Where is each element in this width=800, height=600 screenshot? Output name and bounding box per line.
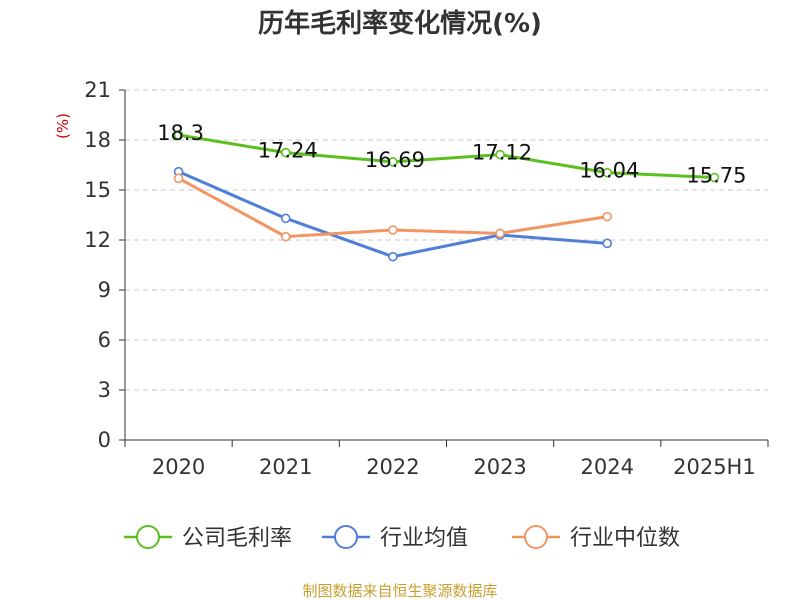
y-tick-label-0: 0 [98, 428, 111, 452]
y-tick-label-12: 12 [84, 228, 111, 252]
legend-marker-0 [136, 525, 160, 549]
legend-marker-1 [334, 525, 358, 549]
legend-label-2: 行业中位数 [570, 526, 680, 551]
series-1-point-2022[interactable] [388, 251, 398, 262]
series-line-0 [178, 133, 715, 179]
legend-item-1[interactable]: 行业均值 [322, 525, 468, 551]
legend-item-2[interactable]: 行业中位数 [512, 525, 680, 551]
series-0-point-2025H1[interactable] [709, 172, 720, 183]
series-1-point-2024[interactable] [602, 238, 613, 249]
source-note: 制图数据来自恒生聚源数据库 [302, 582, 497, 600]
series-2-point-2022[interactable] [388, 225, 398, 235]
series-0-point-2022[interactable] [388, 157, 398, 167]
data-label-2024: 16.04 [579, 159, 639, 183]
series-2-point-2020[interactable] [173, 173, 184, 184]
data-labels: 18.3 17.24 16.69 17.12 16.04 15.75 [157, 121, 746, 188]
series-layer [173, 130, 720, 262]
y-tick-label-9: 9 [98, 278, 111, 302]
grid-lines [125, 89, 768, 391]
chart-title: 历年毛利率变化情况(%) [258, 8, 542, 39]
legend-item-0[interactable]: 公司毛利率 [124, 525, 292, 551]
series-2-point-2023[interactable] [495, 228, 505, 239]
data-label-2020: 18.3 [157, 121, 204, 145]
x-tick-label-2020: 2020 [152, 455, 205, 479]
y-tick-label-18: 18 [84, 128, 111, 152]
data-label-2022: 16.69 [365, 148, 425, 172]
series-0-point-2021[interactable] [280, 147, 291, 158]
y-axis-unit: (%) [54, 113, 72, 139]
legend-marker-2 [524, 525, 548, 549]
x-tick-label-2022: 2022 [366, 455, 419, 479]
y-tick-label-6: 6 [98, 328, 111, 352]
legend-label-0: 公司毛利率 [182, 526, 292, 551]
legend-label-1: 行业均值 [380, 526, 468, 551]
series-0-point-2020[interactable] [173, 130, 184, 140]
x-tick-label-2024: 2024 [581, 455, 634, 479]
series-0-point-2023[interactable] [495, 149, 505, 160]
x-tick-label-2021: 2021 [259, 455, 312, 479]
x-tick-label-2023: 2023 [473, 455, 526, 479]
y-tick-label-3: 3 [98, 378, 111, 402]
series-2-point-2024[interactable] [602, 211, 613, 222]
series-1-point-2021[interactable] [280, 213, 291, 224]
y-tick-label-15: 15 [84, 178, 111, 202]
data-label-2023: 17.12 [472, 141, 532, 165]
data-label-2025H1: 15.75 [686, 164, 746, 188]
axes: 0 3 6 9 12 15 18 21 2020 2021 2022 2023 2024 2025H1 [84, 78, 769, 479]
series-0-point-2024[interactable] [602, 167, 613, 178]
x-tick-label-2025H1: 2025H1 [673, 455, 756, 479]
series-2-point-2021[interactable] [280, 231, 291, 242]
legend[interactable]: 公司毛利率 行业均值 行业中位数 [124, 525, 680, 551]
y-tick-label-21: 21 [84, 78, 111, 102]
data-label-2021: 17.24 [258, 139, 318, 163]
